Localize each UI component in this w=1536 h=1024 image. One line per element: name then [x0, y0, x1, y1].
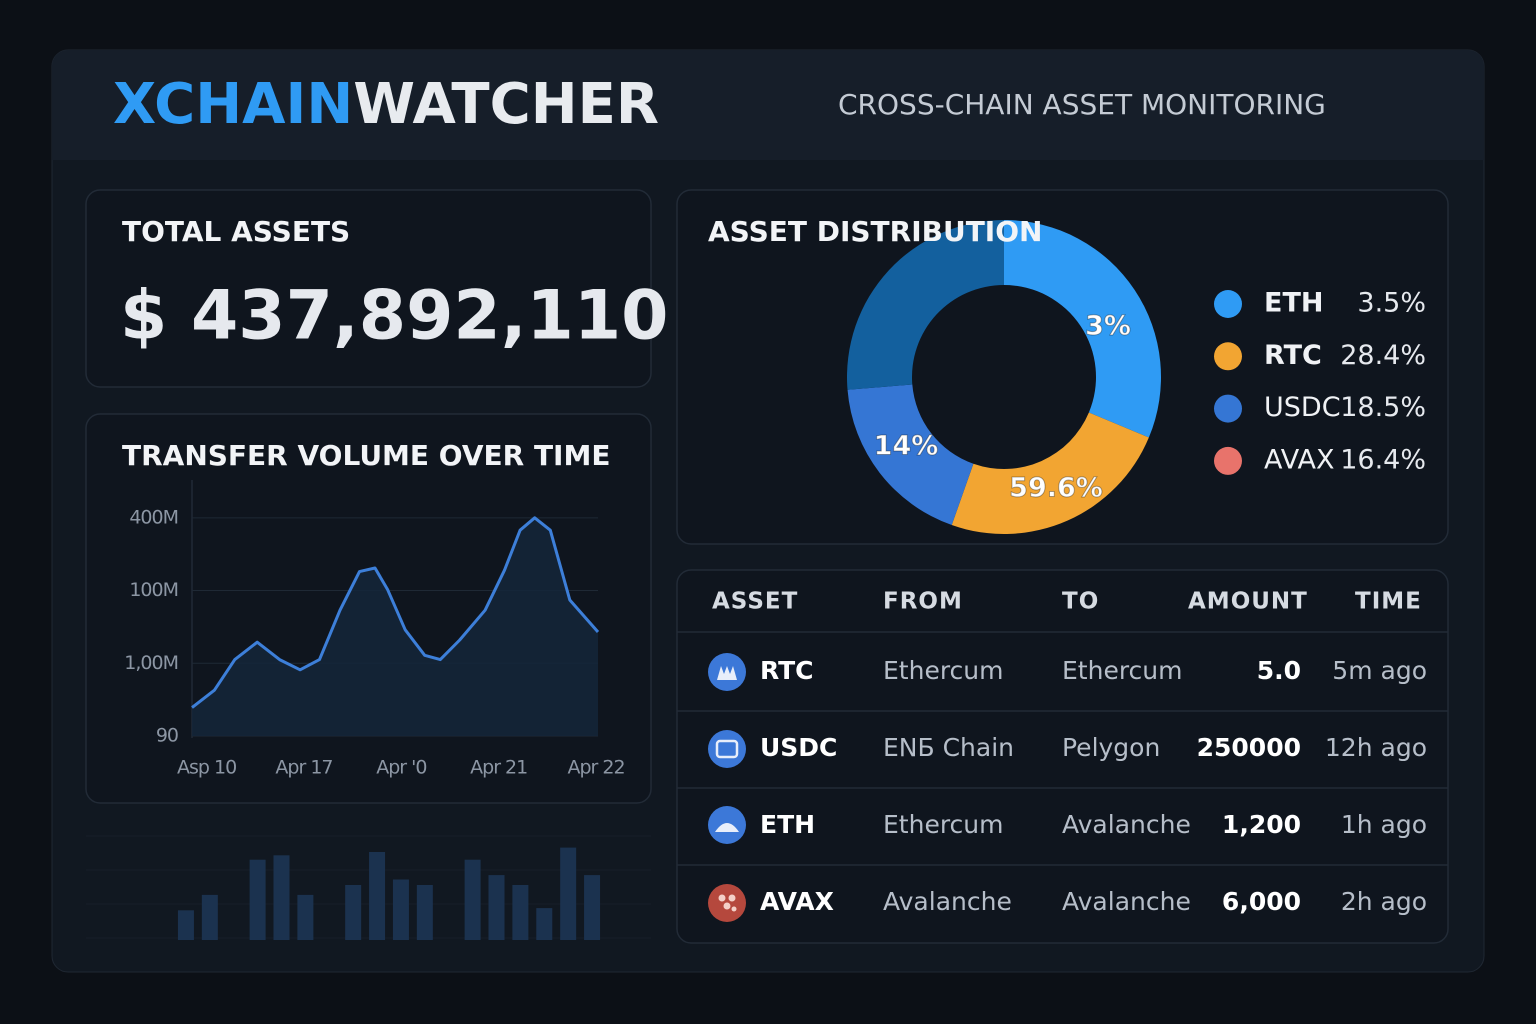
bar [177, 910, 194, 940]
chart-title: TRANSFER VOLUME OVER TIME [122, 439, 610, 472]
from-chain: Ethercum [883, 656, 1004, 685]
amount: 5.0 [1257, 656, 1301, 685]
legend-name: RTC [1264, 340, 1322, 371]
to-chain: Ethercum [1062, 656, 1183, 685]
column-header: AMOUNT [1188, 589, 1308, 615]
asset-name: RTC [760, 656, 814, 685]
amount: 1,200 [1222, 810, 1301, 839]
donut-slice [847, 384, 974, 526]
from-chain: Avalanche [883, 887, 1012, 916]
icon [708, 730, 746, 768]
column-header: TO [1062, 589, 1099, 615]
chart-title: ASSET DISTRIBUTION [708, 215, 1042, 248]
bar [536, 908, 553, 940]
from-chain: EΝБ Chain [883, 733, 1014, 762]
legend-name: ETH [1264, 288, 1323, 319]
bar [512, 885, 529, 940]
icon-glyph [718, 894, 737, 912]
time: 12h ago [1325, 733, 1427, 762]
bar [464, 859, 481, 940]
to-chain: Avalanche [1062, 887, 1191, 916]
brand-accent: XCHAIN [113, 72, 353, 137]
total-title: TOTAL ASSETS [122, 215, 350, 248]
header-bar [52, 50, 1484, 160]
bar [345, 885, 362, 940]
y-tick-label: 1,00M [124, 652, 178, 674]
legend-swatch [1214, 342, 1242, 371]
bar [392, 879, 409, 940]
x-tick-label: Asp 10 [177, 757, 236, 779]
y-tick-label: 90 [156, 725, 178, 747]
total-value: $ 437,892,110 [120, 277, 668, 356]
donut-slice [951, 412, 1149, 534]
bar [249, 859, 266, 940]
legend-value: 16.4% [1340, 444, 1426, 475]
legend-swatch [1214, 446, 1242, 475]
from-chain: Ethercum [883, 810, 1004, 839]
column-header: ASSET [712, 589, 798, 615]
asset-name: USDC [760, 733, 837, 762]
icon-glyph [715, 823, 739, 832]
x-tick-label: Apr 21 [470, 757, 527, 779]
legend-value: 18.5% [1340, 392, 1426, 423]
to-chain: Pelygon [1062, 733, 1160, 762]
legend-value: 28.4% [1340, 340, 1426, 371]
bar [416, 885, 433, 940]
donut-slice [847, 220, 1004, 390]
total-card [85, 189, 652, 388]
tagline: CROSS-CHAIN ASSET MONITORING [838, 88, 1326, 121]
y-tick-label: 100M [129, 579, 178, 601]
time: 1h ago [1341, 810, 1427, 839]
donut-slice [1004, 220, 1161, 438]
amount: 6,000 [1222, 887, 1301, 916]
bar [297, 894, 314, 940]
bar [273, 855, 290, 940]
to-chain: Avalanche [1062, 810, 1191, 839]
x-tick-label: Apr 17 [275, 757, 332, 779]
legend-name: USDC [1264, 392, 1341, 423]
bar [488, 875, 505, 940]
brand: XCHAINWATCHER [113, 72, 659, 137]
bar [560, 847, 577, 940]
asset-name: AVAX [760, 887, 834, 916]
slice-label: 14% [874, 431, 939, 462]
time: 2h ago [1341, 887, 1427, 916]
area-fill [192, 517, 598, 736]
slice-label: 59.6% [1009, 473, 1103, 504]
volume-line [191, 516, 600, 709]
legend-value: 3.5% [1357, 288, 1426, 319]
column-header: TIME [1355, 589, 1422, 615]
x-tick-label: Apr '0 [376, 757, 426, 779]
slice-label: 3% [1085, 311, 1131, 342]
x-tick-label: Apr 22 [568, 757, 625, 779]
asset-icons [708, 653, 746, 922]
legend-name: AVAX [1264, 444, 1334, 475]
asset-name: ETH [760, 810, 815, 839]
legend-swatch [1214, 394, 1242, 423]
bar [201, 894, 218, 940]
table-card [676, 569, 1449, 944]
column-header: FROM [883, 589, 963, 615]
time: 5m ago [1332, 656, 1427, 685]
icon-glyph [717, 666, 737, 680]
amount: 250000 [1197, 733, 1301, 762]
bar [584, 875, 601, 940]
y-tick-label: 400M [129, 506, 178, 528]
bar [369, 852, 386, 940]
icon-glyph [715, 739, 739, 759]
legend-swatch [1214, 290, 1242, 318]
brand-main: WATCHER [353, 72, 659, 137]
